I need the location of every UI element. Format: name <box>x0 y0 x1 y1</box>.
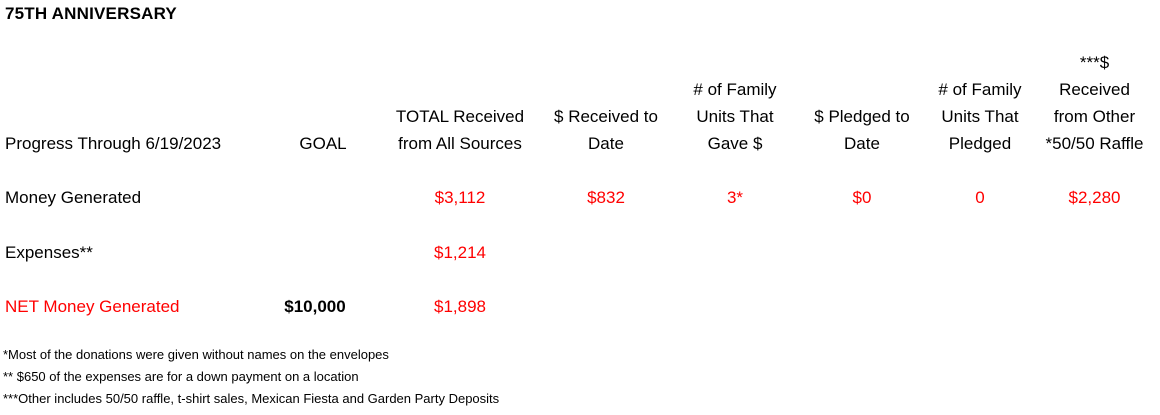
header-received-other-line-1: ***$ <box>1079 53 1110 72</box>
expenses-total-received: $1,214 <box>434 243 486 262</box>
header-goal-label: GOAL <box>299 134 347 153</box>
money-generated-received-other: $2,280 <box>1068 188 1121 207</box>
row-label-net-money-generated: NET Money Generated <box>5 297 180 316</box>
money-generated-family-units-gave: 3* <box>726 188 744 207</box>
footnote-2: ** $650 of the expenses are for a down p… <box>3 369 359 384</box>
header-total-received-line-1: TOTAL Received <box>395 107 525 126</box>
footnotes: *Most of the donations were given withou… <box>3 344 499 410</box>
header-received-other-line-2: Received <box>1059 80 1130 99</box>
header-received-other-line-4: *50/50 Raffle <box>1045 134 1144 153</box>
money-generated-pledged-to-date: $0 <box>852 188 872 207</box>
money-generated-received-to-date: $832 <box>587 188 625 207</box>
footnote-1: *Most of the donations were given withou… <box>3 347 389 362</box>
header-received-other: ***$ Received from Other *50/50 Raffle <box>1032 49 1157 157</box>
header-family-units-pledged-line-2: Units That <box>941 107 1019 126</box>
money-generated-total-received: $3,112 <box>434 188 486 207</box>
header-received-other-line-3: from Other <box>1053 107 1136 126</box>
header-family-units-gave-line-3: Gave $ <box>707 134 763 153</box>
header-received-to-date: $ Received to Date <box>543 103 669 157</box>
header-progress-label: Progress Through 6/19/2023 <box>5 134 222 153</box>
footnote-3: ***Other includes 50/50 raffle, t-shirt … <box>3 391 500 406</box>
header-family-units-pledged: # of Family Units That Pledged <box>925 76 1035 157</box>
header-family-units-pledged-line-1: # of Family <box>938 80 1022 99</box>
header-goal: GOAL <box>283 130 363 157</box>
header-received-to-date-line-1: $ Received to <box>554 107 658 126</box>
net-money-generated-total-received: $1,898 <box>434 297 486 316</box>
header-total-received-line-2: from All Sources <box>398 134 522 153</box>
header-progress: Progress Through 6/19/2023 <box>5 130 221 157</box>
header-family-units-gave-line-1: # of Family <box>693 80 777 99</box>
net-money-generated-goal: $10,000 <box>284 297 346 316</box>
row-label-expenses: Expenses** <box>5 243 93 262</box>
header-family-units-pledged-line-3: Pledged <box>948 134 1012 153</box>
row-label-money-generated: Money Generated <box>5 188 142 207</box>
money-generated-family-units-pledged: 0 <box>975 188 985 207</box>
header-family-units-gave: # of Family Units That Gave $ <box>675 76 795 157</box>
page-title: 75TH ANNIVERSARY <box>5 4 177 23</box>
header-total-received: TOTAL Received from All Sources <box>380 103 540 157</box>
header-family-units-gave-line-2: Units That <box>696 107 774 126</box>
header-pledged-to-date-line-1: $ Pledged to <box>814 107 910 126</box>
header-pledged-to-date: $ Pledged to Date <box>803 103 921 157</box>
header-received-to-date-line-2: Date <box>588 134 624 153</box>
header-pledged-to-date-line-2: Date <box>844 134 880 153</box>
